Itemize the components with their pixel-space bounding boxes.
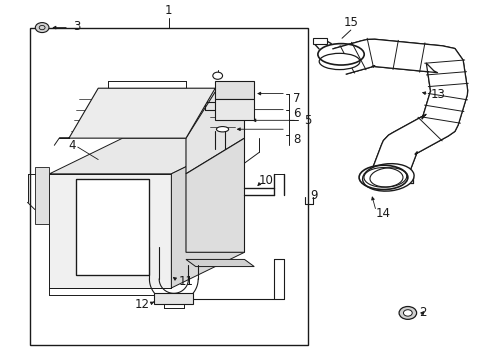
Bar — [76, 179, 149, 275]
Polygon shape — [35, 167, 49, 224]
Text: 1: 1 — [165, 4, 172, 17]
Text: 11: 11 — [178, 275, 193, 288]
Text: 4: 4 — [69, 139, 76, 153]
Circle shape — [403, 310, 411, 316]
Text: 13: 13 — [430, 88, 445, 101]
Polygon shape — [49, 138, 244, 174]
Text: 7: 7 — [293, 93, 300, 105]
Polygon shape — [185, 92, 244, 174]
Circle shape — [212, 72, 222, 79]
Ellipse shape — [216, 127, 228, 132]
Polygon shape — [185, 138, 244, 252]
Ellipse shape — [362, 164, 413, 191]
Text: 8: 8 — [293, 134, 300, 147]
Text: 10: 10 — [259, 175, 273, 188]
Polygon shape — [215, 99, 254, 120]
Polygon shape — [185, 260, 254, 266]
Bar — [30, 28, 307, 345]
Polygon shape — [215, 81, 254, 99]
Ellipse shape — [369, 168, 406, 187]
Text: 2: 2 — [418, 306, 426, 319]
Polygon shape — [171, 138, 244, 288]
Text: 9: 9 — [310, 189, 317, 202]
Text: 12: 12 — [134, 297, 149, 311]
Text: 3: 3 — [73, 21, 80, 33]
Circle shape — [35, 23, 49, 32]
Circle shape — [398, 306, 416, 319]
Text: 14: 14 — [374, 207, 389, 220]
Text: 5: 5 — [304, 114, 311, 127]
Polygon shape — [332, 39, 467, 181]
Ellipse shape — [319, 53, 359, 69]
Polygon shape — [154, 293, 193, 304]
Polygon shape — [76, 179, 149, 275]
Text: 15: 15 — [343, 16, 358, 30]
Polygon shape — [49, 174, 171, 288]
Text: 6: 6 — [293, 107, 300, 120]
Bar — [312, 38, 327, 44]
Polygon shape — [59, 88, 215, 138]
